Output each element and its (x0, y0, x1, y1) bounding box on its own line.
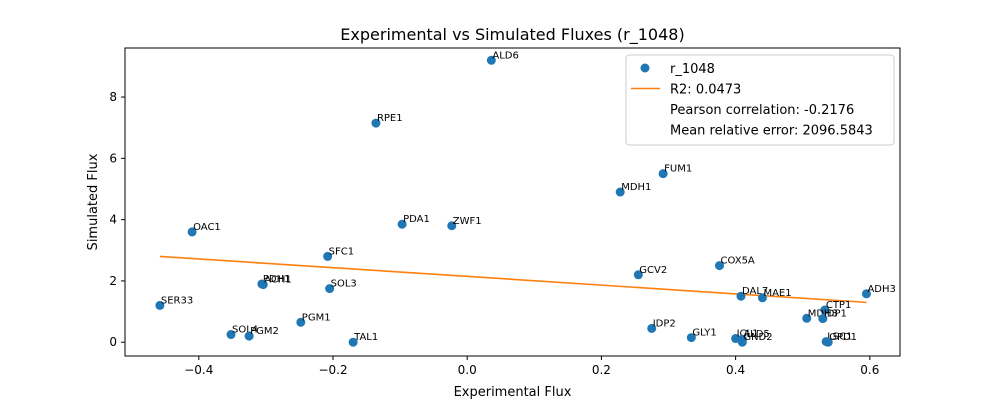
data-point (325, 284, 335, 294)
data-point (736, 291, 746, 301)
point-label: ALD6 (492, 50, 518, 61)
plot-area: ALD6 RPE1 FUM1 MDH1 PDA1 ZWF1 OAC1 SFC1 COX5A GCV… (155, 50, 896, 347)
x-axis-label: Experimental Flux (454, 385, 572, 400)
legend-marker-point (640, 63, 650, 73)
point-label: SFC1 (329, 246, 354, 257)
x-tick-label: 0.2 (592, 363, 611, 377)
data-point (323, 251, 333, 261)
point-label: TAL1 (353, 332, 378, 343)
point-label: ICL1 (737, 329, 759, 340)
data-point (296, 317, 306, 327)
point-label: MDH3 (808, 308, 838, 319)
data-point (861, 289, 871, 299)
data-point (823, 337, 833, 347)
point-label: PDA1 (403, 214, 430, 225)
point-label: PGM1 (302, 312, 331, 323)
data-point (244, 331, 254, 341)
point-label: ADH3 (867, 284, 895, 295)
y-tick-label: 0 (109, 335, 117, 349)
point-label: PGM2 (250, 326, 279, 337)
data-point (258, 280, 268, 290)
data-point (447, 221, 457, 231)
chart-title: Experimental vs Simulated Fluxes (r_1048… (340, 25, 684, 45)
y-tick-label: 6 (109, 151, 117, 165)
y-axis-label: Simulated Flux (86, 153, 101, 250)
point-label: RPE1 (377, 113, 403, 124)
point-label: IDP1 (824, 309, 847, 320)
point-label: SER33 (161, 295, 193, 306)
point-label: IDP2 (653, 318, 676, 329)
x-tick-label: 0.4 (726, 363, 745, 377)
data-point (371, 118, 381, 128)
data-point (647, 323, 657, 333)
point-label: DAL7 (742, 286, 768, 297)
data-point (820, 305, 830, 315)
data-point (155, 300, 165, 310)
legend-label: Mean relative error: 2096.5843 (670, 124, 873, 139)
y-tick-label: 8 (109, 90, 117, 104)
data-point (658, 169, 668, 179)
data-point (633, 270, 643, 280)
y-tick-label: 4 (109, 213, 117, 227)
fit-line (159, 255, 867, 304)
point-label: CTP1 (826, 300, 851, 311)
point-label: GPD1 (829, 332, 857, 343)
point-label: GLY1 (692, 328, 716, 339)
data-point (737, 337, 747, 347)
legend-label: R2: 0.0473 (670, 83, 741, 98)
point-label: SOL4 (232, 325, 258, 336)
data-point (715, 261, 725, 271)
data-point (731, 334, 741, 344)
point-label: GND2 (743, 332, 772, 343)
y-tick-label: 2 (109, 274, 117, 288)
point-label: ZWF1 (453, 216, 482, 227)
data-point (615, 187, 625, 197)
data-point (486, 55, 496, 65)
legend-label: r_1048 (670, 62, 715, 77)
point-label: ACH1 (264, 275, 292, 286)
point-label: PDH1 (263, 274, 291, 285)
data-point (757, 293, 767, 303)
legend-label: Pearson correlation: -0.2176 (670, 103, 854, 118)
data-point (397, 219, 407, 229)
point-label: ALD5 (743, 329, 769, 340)
point-label: SOL3 (331, 279, 357, 290)
point-label: COX5A (721, 256, 755, 267)
legend-box (625, 54, 895, 146)
point-label: MAE1 (763, 288, 791, 299)
data-point (226, 330, 236, 340)
point-label: FUM1 (664, 164, 692, 175)
point-label: MDH1 (621, 182, 651, 193)
data-point (348, 337, 358, 347)
x-tick-label: 0.6 (860, 363, 879, 377)
axes: −0.4 −0.2 0.0 0.2 0.4 0.6 0 2 4 6 8 (109, 90, 879, 377)
x-tick-label: −0.2 (318, 363, 347, 377)
point-label: LSC1 (827, 332, 852, 343)
data-point (187, 227, 197, 237)
x-tick-label: −0.4 (184, 363, 213, 377)
point-label: OAC1 (193, 222, 221, 233)
data-point (818, 314, 828, 324)
legend: r_1048 R2: 0.0473 Pearson correlation: -0.… (625, 54, 895, 146)
data-point (802, 313, 812, 323)
x-tick-label: 0.0 (458, 363, 477, 377)
point-label: GCV2 (639, 265, 667, 276)
axes-frame (124, 47, 901, 357)
data-point (686, 333, 696, 343)
